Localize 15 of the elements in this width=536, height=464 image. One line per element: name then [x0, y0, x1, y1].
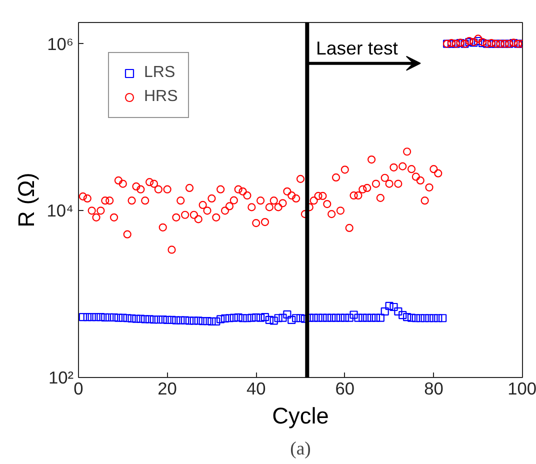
x-tick-label: 100: [508, 378, 536, 398]
y-tick-label: 10⁶: [47, 34, 74, 54]
legend-label: LRS: [144, 64, 176, 82]
text: (a): [290, 438, 311, 460]
y-tick-label: 10²: [48, 368, 74, 388]
y-axis-title: R (Ω): [12, 172, 39, 228]
x-tick-label: 60: [335, 378, 355, 398]
x-tick-label: 0: [74, 378, 84, 398]
x-tick-label: 80: [424, 378, 444, 398]
x-tick-label: 20: [158, 378, 177, 398]
ref-line-label: Laser test: [316, 37, 399, 58]
x-axis-title: Cycle: [272, 402, 329, 428]
x-tick-label: 40: [246, 378, 266, 398]
y-tick-label: 10⁴: [46, 200, 74, 221]
legend-label: HRS: [144, 88, 178, 106]
